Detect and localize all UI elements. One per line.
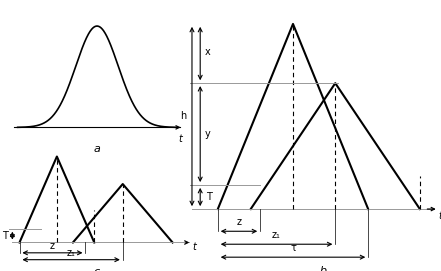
- Text: t: t: [178, 134, 182, 144]
- Text: c: c: [93, 267, 99, 271]
- Text: z₁: z₁: [272, 230, 281, 240]
- Text: τ: τ: [290, 243, 296, 253]
- Text: T: T: [2, 231, 8, 241]
- Text: b: b: [320, 266, 327, 271]
- Text: z: z: [50, 241, 55, 251]
- Text: z: z: [236, 217, 242, 227]
- Text: h: h: [180, 111, 186, 121]
- Text: a: a: [93, 144, 101, 154]
- Text: t: t: [439, 211, 441, 221]
- Text: t: t: [192, 242, 196, 252]
- Text: y: y: [205, 129, 211, 139]
- Text: z₁: z₁: [67, 248, 75, 258]
- Text: x: x: [205, 47, 211, 57]
- Text: T: T: [206, 192, 212, 202]
